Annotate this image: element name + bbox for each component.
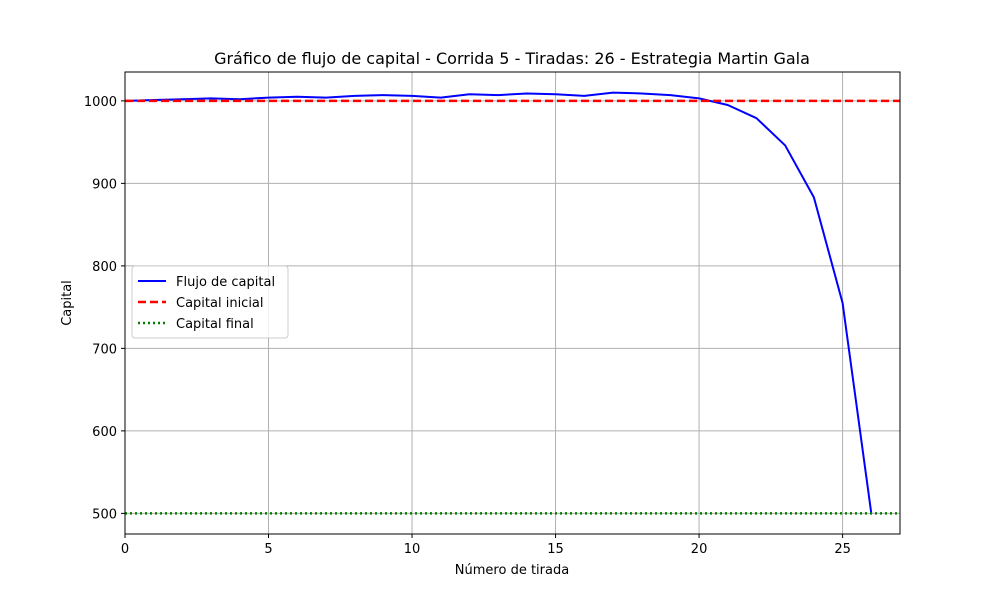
y-tick-label: 700 — [92, 342, 117, 357]
legend: Flujo de capital Capital inicial Capital… — [131, 265, 289, 339]
legend-label-final: Capital final — [176, 317, 254, 332]
series-layer — [124, 91, 900, 515]
x-tick-label: 20 — [691, 542, 708, 557]
x-tick-label: 0 — [121, 542, 129, 557]
y-tick-label: 500 — [92, 507, 117, 522]
series-flujo-de-capital-line — [124, 91, 873, 514]
y-tick-label: 600 — [92, 425, 117, 440]
x-tick-label: 10 — [404, 542, 421, 557]
legend-label-flujo: Flujo de capital — [176, 275, 275, 290]
legend-label-inicial: Capital inicial — [176, 296, 264, 311]
chart-title: Gráfico de flujo de capital - Corrida 5 … — [214, 49, 810, 68]
x-tick-label: 25 — [834, 542, 851, 557]
x-tick-label: 5 — [264, 542, 272, 557]
plot-frame — [124, 71, 901, 535]
y-axis-label: Capital — [60, 280, 75, 326]
y-tick-label: 1000 — [84, 95, 117, 110]
ticks: 0 5 10 15 20 25 500 600 700 800 900 1000 — [84, 95, 851, 557]
legend-box — [131, 265, 289, 339]
y-tick-label: 800 — [92, 260, 117, 275]
y-tick-label: 900 — [92, 177, 117, 192]
x-tick-label: 15 — [547, 542, 564, 557]
x-axis-label: Número de tirada — [455, 563, 569, 578]
